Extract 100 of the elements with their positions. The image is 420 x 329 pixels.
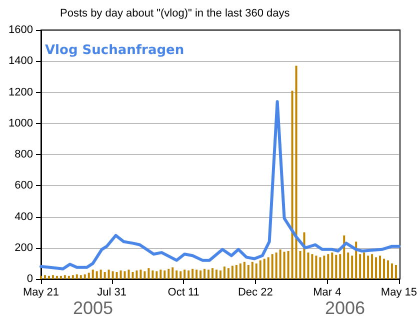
bar (108, 270, 110, 279)
bar (60, 276, 62, 279)
bar (279, 249, 282, 279)
line-series (40, 100, 400, 270)
x-tick-label: May 21 (22, 286, 60, 298)
bar (92, 270, 94, 279)
bar (386, 260, 389, 279)
bar (307, 252, 310, 279)
bar (48, 276, 50, 279)
text: 2006 (324, 298, 366, 318)
bar (124, 271, 126, 279)
bar (68, 276, 70, 279)
bar (311, 254, 314, 279)
bar (343, 235, 346, 279)
y-tick-label: 1400 (8, 55, 33, 68)
bar (100, 270, 102, 279)
y-tick-label: 1200 (8, 86, 33, 98)
bar (383, 258, 386, 279)
y-tick-label: 1000 (8, 117, 33, 130)
bar (72, 275, 74, 279)
bar (56, 276, 58, 279)
bar (315, 256, 318, 279)
bar (136, 270, 138, 279)
bar (116, 272, 118, 279)
y-tick-label: 400 (14, 210, 33, 223)
bar (196, 270, 198, 279)
bar (44, 275, 46, 279)
bar (227, 268, 230, 279)
bar (291, 90, 294, 279)
bar (323, 256, 326, 279)
x-tick-label: Jul 31 (97, 286, 126, 298)
bar (160, 270, 162, 279)
bar (152, 270, 154, 279)
bar (327, 254, 330, 279)
bar (379, 256, 382, 279)
bar (319, 257, 322, 279)
bar (104, 272, 106, 279)
bar (231, 266, 234, 279)
bar (339, 254, 342, 279)
bar (40, 276, 42, 279)
bar (184, 270, 186, 279)
text: 2005 (72, 298, 114, 318)
bar (363, 252, 366, 279)
bar (120, 270, 122, 279)
bar (251, 262, 254, 279)
bar (267, 257, 270, 279)
bar (239, 263, 242, 279)
bar (64, 275, 66, 279)
bar (375, 257, 378, 279)
y-tick-label: 0 (26, 273, 33, 285)
bar (295, 66, 298, 279)
bar (287, 250, 290, 279)
x-tick-label: May 15 (380, 286, 418, 298)
bar (367, 256, 370, 279)
bar (355, 242, 358, 279)
annotation: Vlog Suchanfragen (45, 43, 184, 58)
x-tick-label: Mar 4 (313, 286, 342, 298)
bar (215, 270, 218, 279)
bar (96, 271, 98, 279)
bar (180, 271, 182, 279)
bar (80, 275, 82, 279)
bar (132, 272, 134, 279)
bar (223, 266, 226, 279)
bar (255, 263, 258, 279)
bar (390, 263, 393, 279)
bar (212, 268, 214, 279)
bar (168, 268, 170, 279)
bar (88, 272, 90, 279)
bar (140, 270, 142, 279)
bar (144, 271, 146, 279)
bar (84, 274, 86, 279)
bar (148, 268, 150, 279)
bar (200, 270, 202, 279)
bar (164, 270, 166, 279)
bar (235, 264, 238, 279)
bar (247, 264, 250, 279)
bar (172, 267, 174, 279)
y-tick-label: 200 (14, 242, 33, 254)
bar (112, 271, 114, 279)
bar (259, 260, 262, 279)
bar (128, 270, 130, 279)
chart-title: Posts by day about "(vlog)" in the last 360 days (60, 8, 290, 20)
bar (371, 254, 374, 279)
bar (283, 252, 286, 279)
bar (275, 252, 278, 279)
bar (263, 258, 266, 279)
bar (271, 254, 274, 279)
y-tick-label: 600 (14, 180, 33, 192)
bar (188, 270, 190, 279)
bar (204, 268, 206, 279)
bar (331, 252, 334, 279)
bar (359, 254, 362, 279)
bar (192, 268, 194, 279)
bar (176, 270, 178, 279)
bar (335, 254, 338, 279)
bar (347, 252, 350, 279)
y-tick-label: 800 (14, 148, 33, 160)
bar (208, 270, 210, 279)
y-tick-label: 1600 (8, 24, 33, 36)
x-tick-label: Dec 22 (238, 286, 273, 298)
